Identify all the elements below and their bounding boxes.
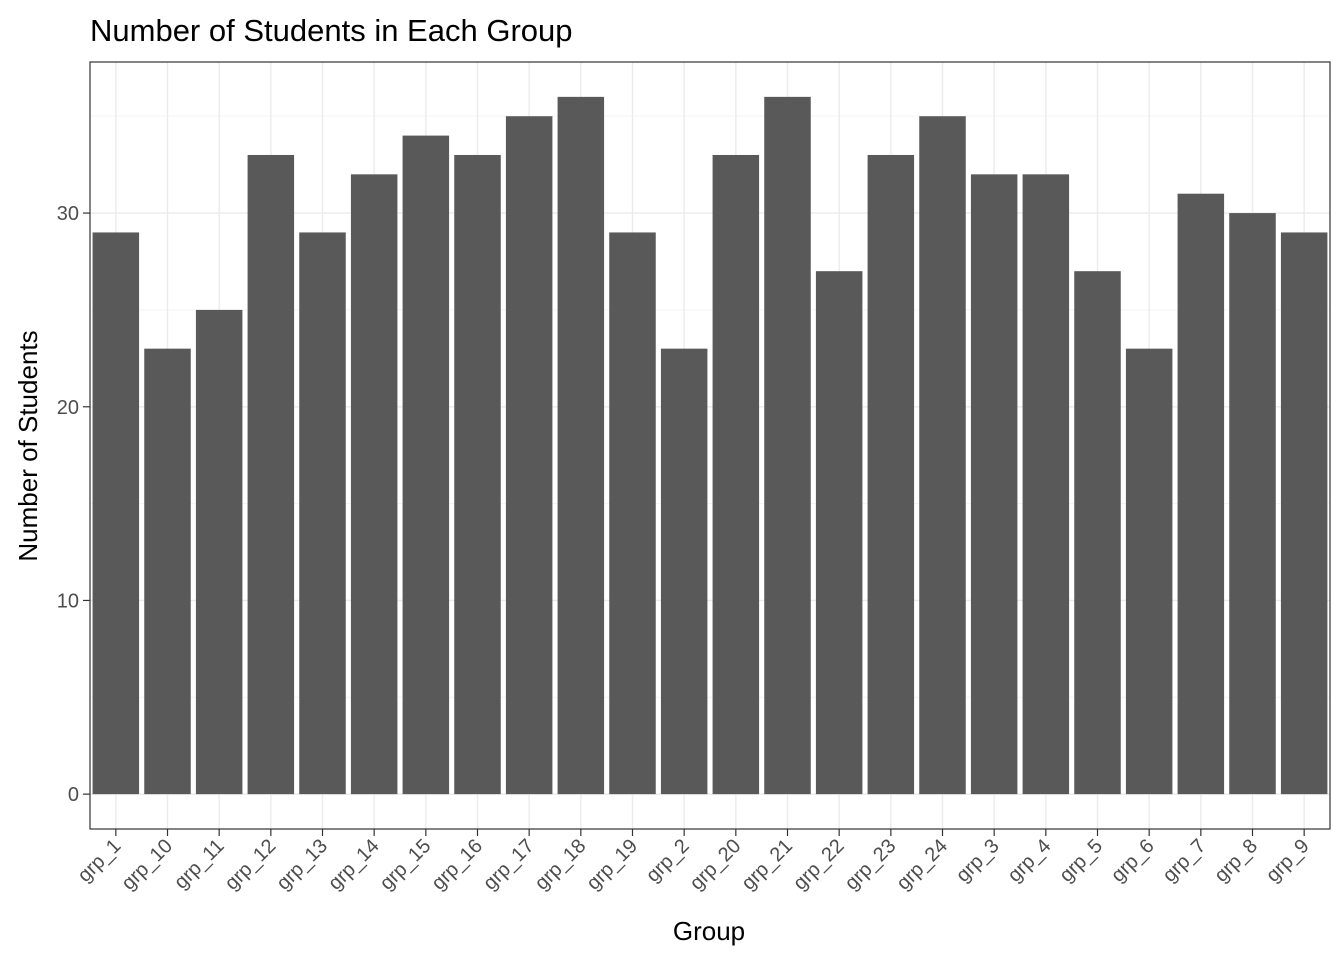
bar-grp_5	[1074, 271, 1121, 795]
chart-title: Number of Students in Each Group	[90, 13, 572, 48]
bar-grp_1	[92, 232, 140, 795]
bar-grp_24	[919, 116, 966, 795]
bar-grp_2	[660, 348, 708, 795]
x-tick-label: grp_8	[1210, 835, 1262, 887]
bar-grp_4	[1022, 174, 1070, 795]
x-tick-label: grp_17	[479, 835, 539, 895]
bar-grp_6	[1125, 348, 1173, 795]
x-tick-label: grp_19	[582, 835, 642, 895]
bar-grp_10	[144, 348, 191, 795]
x-tick-label: grp_12	[221, 835, 281, 895]
bar-grp_20	[712, 154, 760, 795]
bar-grp_11	[195, 309, 243, 795]
bar-grp_22	[815, 271, 863, 795]
y-tick-label: 30	[57, 203, 79, 225]
y-tick-label: 20	[57, 397, 79, 419]
x-tick-label: grp_16	[427, 835, 487, 895]
bar-grp_23	[867, 154, 915, 795]
y-axis: 0 10 20 30	[57, 203, 90, 806]
x-tick-label: grp_22	[789, 835, 849, 895]
bar-grp_3	[970, 174, 1018, 795]
bar-grp_9	[1280, 232, 1328, 795]
x-tick-label: grp_5	[1055, 835, 1107, 887]
x-axis-title: Group	[673, 916, 745, 946]
x-tick-label: grp_20	[686, 835, 746, 895]
x-tick-label: grp_15	[376, 835, 436, 895]
bar-grp_8	[1229, 213, 1276, 795]
x-tick-label: grp_21	[737, 835, 797, 895]
bar-grp_19	[609, 232, 656, 795]
bar-grp_21	[764, 96, 811, 795]
y-axis-title: Number of Students	[13, 330, 43, 561]
x-tick-label: grp_18	[531, 835, 591, 895]
bar-grp_18	[557, 96, 605, 795]
bar-grp_13	[299, 232, 346, 795]
x-tick-label: grp_6	[1107, 835, 1159, 887]
x-tick-label: grp_9	[1262, 835, 1314, 887]
panel-border	[89, 61, 1331, 830]
x-tick-label: grp_4	[1004, 835, 1056, 887]
y-tick-label: 0	[68, 784, 79, 806]
x-tick-label: grp_11	[170, 835, 229, 894]
bar-grp_7	[1177, 193, 1225, 795]
bar-grp_14	[350, 174, 398, 795]
bar-grp_15	[402, 135, 450, 795]
bar-grp_16	[454, 154, 501, 795]
x-tick-label: grp_10	[117, 835, 177, 895]
y-tick-label: 10	[57, 590, 79, 612]
x-tick-label: grp_23	[841, 835, 901, 895]
x-axis: grp_1grp_10grp_11grp_12grp_13grp_14grp_1…	[74, 829, 1314, 895]
bar-grp_12	[247, 154, 295, 795]
x-tick-label: grp_3	[952, 835, 1004, 887]
x-tick-label: grp_24	[892, 835, 952, 895]
x-tick-label: grp_14	[324, 835, 384, 895]
bars-layer	[92, 96, 1328, 795]
x-tick-label: grp_13	[272, 835, 332, 895]
x-tick-label: grp_7	[1159, 835, 1211, 887]
bar-grp_17	[505, 116, 553, 795]
